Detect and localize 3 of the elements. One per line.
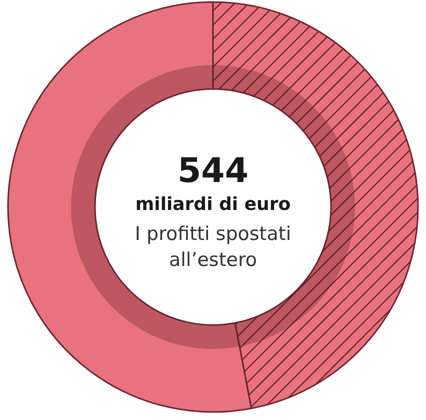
text: miliardi di euro xyxy=(135,194,291,215)
text: 544 xyxy=(178,151,248,191)
text: I profitti spostati all’estero xyxy=(134,223,292,271)
